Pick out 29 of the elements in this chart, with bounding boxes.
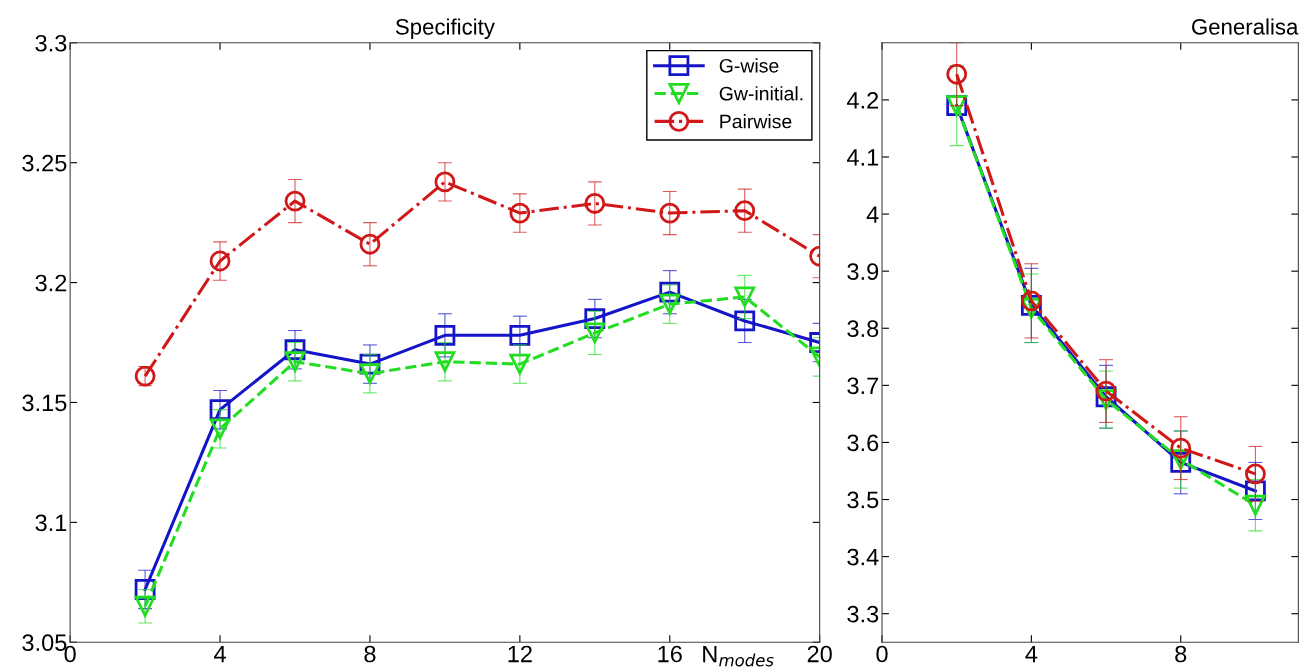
y-tick-label: 3.25 xyxy=(22,154,67,172)
legend-label: Pairwise xyxy=(720,114,792,129)
x-tick-label: 12 xyxy=(508,645,532,663)
x-tick-label: 4 xyxy=(214,645,226,663)
y-tick-label: 3.4 xyxy=(847,548,879,566)
x-tick-label: 8 xyxy=(364,645,376,663)
x-tick-label: 16 xyxy=(658,645,682,663)
chart-title: Specificity xyxy=(395,18,495,40)
x-tick-label: 20 xyxy=(807,645,832,663)
y-tick-label: 3.3 xyxy=(847,605,879,623)
x-tick-label: 8 xyxy=(1175,645,1187,663)
y-tick-label: 3.15 xyxy=(22,394,67,412)
y-tick-label: 3.5 xyxy=(847,491,879,509)
y-tick-label: 3.2 xyxy=(35,274,67,292)
chart-title: Generalisa xyxy=(1192,18,1299,35)
y-tick-label: 3.7 xyxy=(847,377,879,395)
legend-label: G-wise xyxy=(719,58,779,73)
y-tick-label: 4.1 xyxy=(846,149,879,166)
y-tick-label: 3.8 xyxy=(847,320,879,338)
x-axis-title: N$_{modes}$ xyxy=(703,646,774,667)
y-tick-label: 4.2 xyxy=(846,91,879,109)
x-tick-label: 0 xyxy=(876,645,888,663)
y-tick-label: 3.1 xyxy=(35,514,67,532)
legend-label: Gw-initial. xyxy=(719,86,803,101)
x-tick-label: 4 xyxy=(1025,645,1038,663)
y-tick-label: 3.9 xyxy=(847,263,879,280)
y-tick-label: 3.6 xyxy=(847,434,879,452)
y-tick-label: 4 xyxy=(866,206,879,223)
y-tick-label: 3.3 xyxy=(35,34,67,52)
